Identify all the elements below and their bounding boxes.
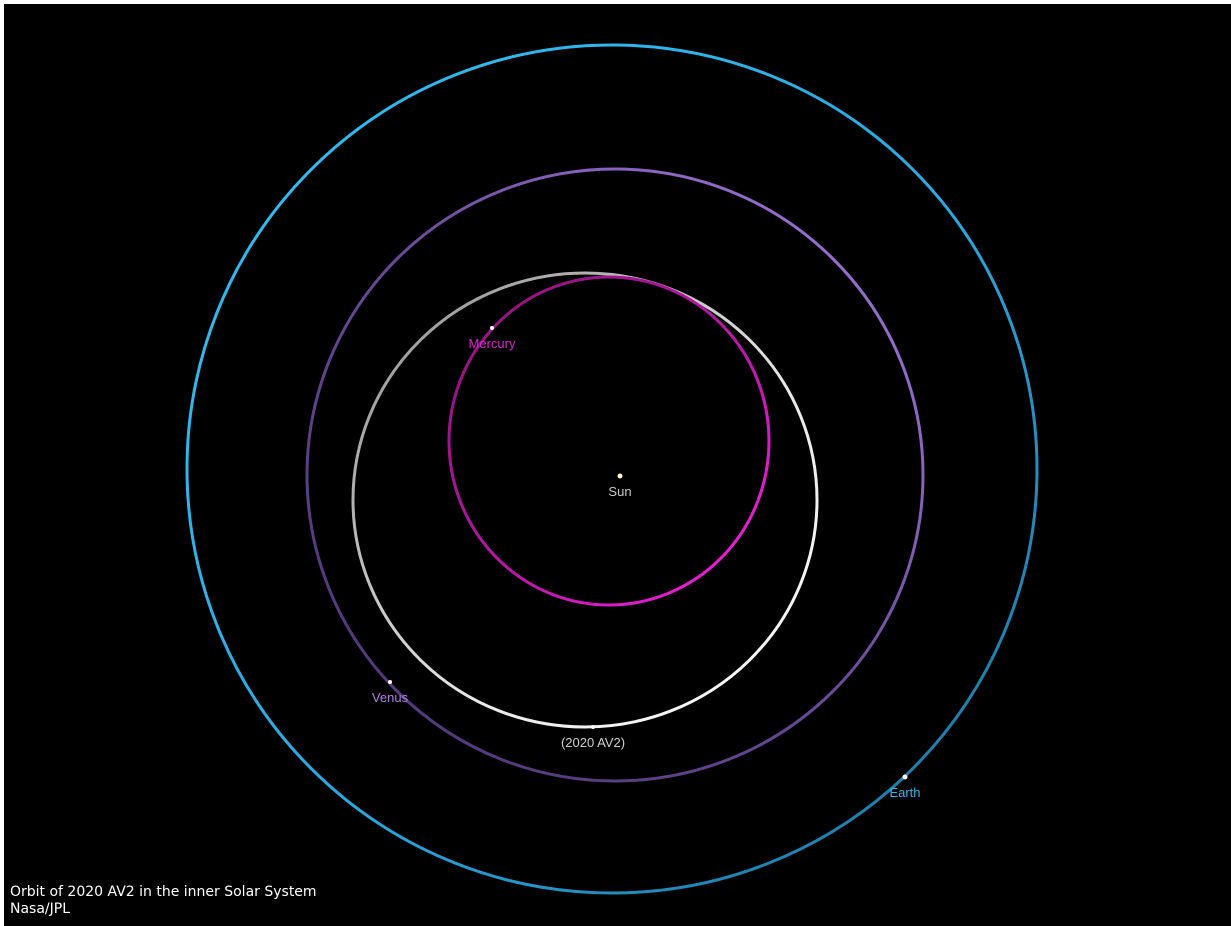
sun-label: Sun bbox=[608, 484, 631, 499]
asteroid-marker bbox=[591, 725, 595, 729]
earth-marker bbox=[902, 774, 908, 780]
venus-orbit bbox=[305, 167, 925, 783]
venus-label: Venus bbox=[372, 690, 409, 705]
venus-marker bbox=[388, 680, 392, 684]
mercury-orbit bbox=[447, 275, 771, 607]
caption-title: Orbit of 2020 AV2 in the inner Solar Sys… bbox=[10, 884, 317, 900]
asteroid-label: (2020 AV2) bbox=[561, 735, 625, 750]
mercury-label: Mercury bbox=[469, 336, 516, 351]
image-caption: Orbit of 2020 AV2 in the inner Solar Sys… bbox=[10, 884, 317, 918]
mercury-marker bbox=[490, 326, 494, 330]
orbit-diagram: Sun Mercury Venus (2020 AV2) Earth bbox=[185, 43, 1039, 895]
space-background: Sun Mercury Venus (2020 AV2) Earth bbox=[4, 4, 1231, 926]
earth-orbit bbox=[185, 43, 1039, 895]
sun-marker bbox=[617, 473, 623, 479]
caption-credit: Nasa/JPL bbox=[10, 901, 71, 917]
asteroid-orbit bbox=[351, 271, 819, 729]
earth-label: Earth bbox=[889, 785, 920, 800]
